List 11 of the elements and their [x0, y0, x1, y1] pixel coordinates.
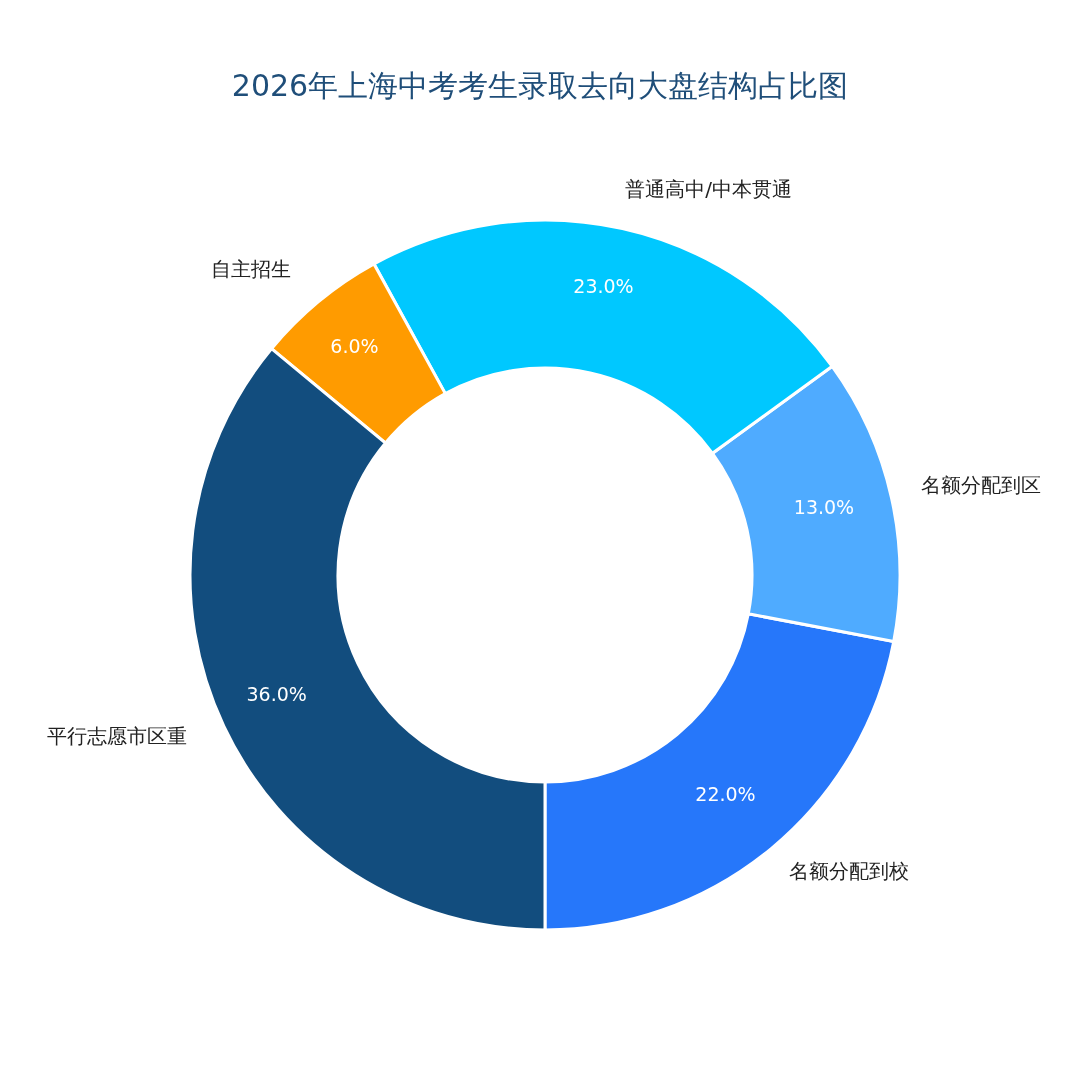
slice-label: 名额分配到校 [788, 858, 909, 883]
slice-label: 名额分配到区 [921, 472, 1042, 497]
slice-label: 平行志愿市区重 [46, 724, 187, 749]
data-label: 6.0% [330, 334, 379, 357]
data-label: 13.0% [793, 495, 855, 518]
chart-title: 2026年上海中考考生录取去向大盘结构占比图 [230, 67, 850, 105]
data-label: 23.0% [573, 275, 634, 298]
data-label: 36.0% [246, 682, 307, 705]
slice-label: 普通高中/中本贯通 [625, 176, 792, 201]
data-label: 22.0% [695, 783, 756, 806]
slice-label: 自主招生 [211, 257, 292, 282]
